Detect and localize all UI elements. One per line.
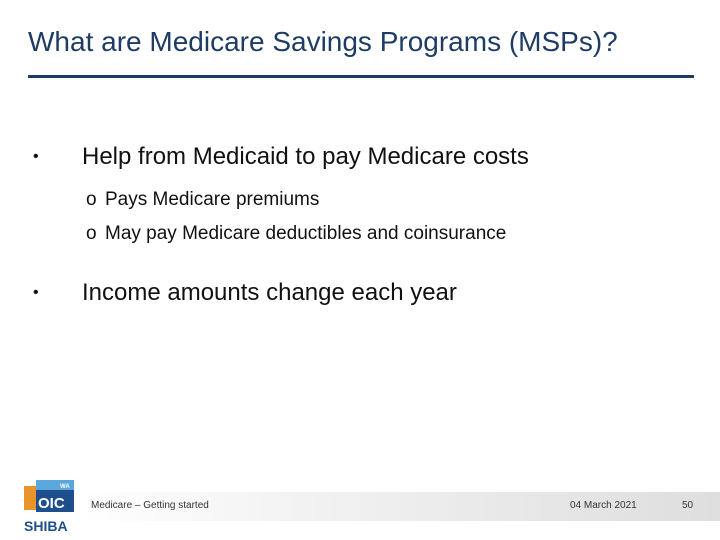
logo-bottom-text: SHIBA: [24, 518, 68, 534]
sub-bullet-text: Pays Medicare premiums: [105, 189, 320, 210]
logo-small-text: WA: [60, 484, 70, 490]
title-underline: [28, 75, 694, 78]
page-number: 50: [682, 500, 694, 511]
logo-blue-panel: [36, 490, 74, 512]
slide-title: What are Medicare Savings Programs (MSPs…: [28, 26, 618, 57]
bullet-marker: •: [33, 148, 39, 165]
sub-bullet-marker: o: [86, 189, 97, 210]
footer-title: Medicare – Getting started: [91, 500, 209, 511]
sub-bullet-marker: o: [86, 223, 97, 244]
footer-bar: [80, 492, 720, 521]
sub-bullet-text: May pay Medicare deductibles and coinsur…: [105, 223, 507, 244]
footer-date: 04 March 2021: [570, 500, 637, 511]
bullet-text: Help from Medicaid to pay Medicare costs: [82, 143, 529, 170]
oic-shiba-logo: WA OIC SHIBA: [24, 480, 74, 534]
logo-top-text: OIC: [38, 495, 65, 512]
bullet-marker: •: [33, 284, 39, 301]
bullet-text: Income amounts change each year: [82, 279, 457, 306]
